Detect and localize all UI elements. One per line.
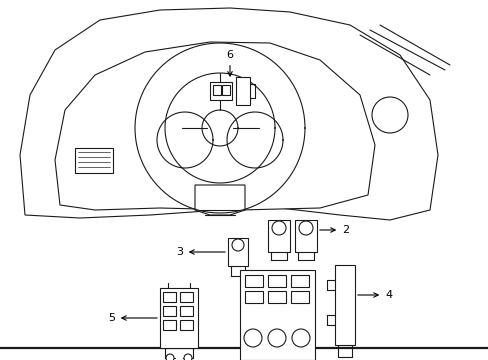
Bar — [294, 220, 316, 252]
Bar — [240, 270, 314, 360]
Circle shape — [291, 329, 309, 347]
Circle shape — [165, 354, 174, 360]
Bar — [290, 275, 308, 287]
Bar — [180, 320, 193, 330]
Bar — [163, 292, 176, 302]
Circle shape — [298, 221, 312, 235]
Bar — [267, 275, 285, 287]
Bar — [209, 82, 231, 100]
Circle shape — [231, 239, 244, 251]
Bar — [244, 291, 263, 303]
Circle shape — [244, 329, 262, 347]
Bar — [227, 238, 247, 266]
Bar — [75, 148, 113, 173]
Text: 2: 2 — [319, 225, 348, 235]
Polygon shape — [20, 8, 437, 220]
Bar — [267, 291, 285, 303]
Circle shape — [271, 221, 285, 235]
Text: 4: 4 — [357, 290, 391, 300]
Circle shape — [267, 329, 285, 347]
Bar — [180, 292, 193, 302]
Bar — [290, 291, 308, 303]
Text: 1: 1 — [0, 359, 1, 360]
Bar — [222, 85, 229, 95]
Polygon shape — [195, 185, 244, 215]
Bar — [236, 77, 249, 105]
Text: 6: 6 — [226, 50, 233, 76]
Bar — [163, 320, 176, 330]
Bar — [180, 306, 193, 316]
Bar — [163, 306, 176, 316]
Bar — [213, 85, 221, 95]
Bar — [160, 288, 198, 348]
Circle shape — [183, 354, 192, 360]
Polygon shape — [55, 42, 374, 210]
Circle shape — [371, 97, 407, 133]
Bar — [244, 275, 263, 287]
Text: 3: 3 — [176, 247, 225, 257]
Text: 5: 5 — [108, 313, 157, 323]
Bar — [334, 265, 354, 345]
Bar — [267, 220, 289, 252]
